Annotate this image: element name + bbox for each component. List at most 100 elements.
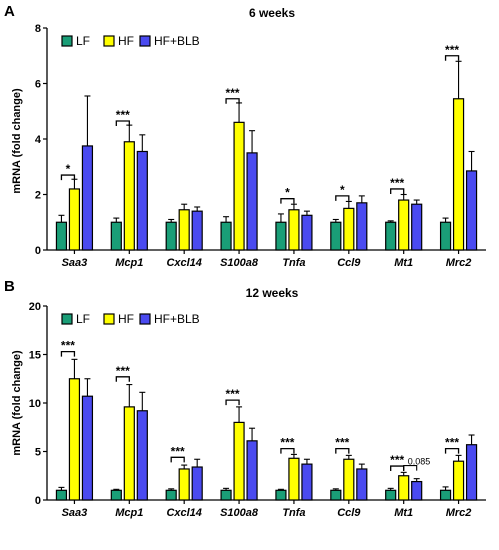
y-tick-label: 10 [29, 398, 41, 410]
bar [330, 221, 342, 251]
significance-label: * [66, 162, 71, 176]
bar [191, 466, 203, 501]
bar [123, 406, 135, 501]
bar [385, 489, 397, 501]
bar [301, 463, 313, 501]
chart-title-b: 12 weeks [246, 286, 299, 300]
bar [81, 395, 94, 501]
legend-label: HF+BLB [154, 312, 200, 326]
legend-swatch [139, 313, 151, 325]
x-category-label: S100a8 [220, 257, 259, 269]
significance-label: *** [335, 436, 349, 450]
significance-label: * [340, 183, 345, 197]
legend-swatch [61, 35, 73, 47]
bar [288, 209, 300, 251]
bar [110, 221, 122, 251]
x-category-label: Cxcl14 [166, 507, 201, 519]
x-category-label: Mt1 [394, 257, 413, 269]
panel-b: B 12 weeks mRNA (fold change) 0 5 10 15 20 Sa… [4, 278, 486, 519]
bar [398, 199, 410, 251]
significance-bracket [280, 198, 295, 204]
bar [55, 489, 68, 501]
bar [68, 378, 81, 501]
bar [136, 150, 148, 251]
significance-label: *** [445, 43, 459, 57]
significance-label: *** [226, 86, 240, 100]
y-tick-label: 4 [35, 134, 42, 146]
legend-label: LF [76, 312, 90, 326]
bar [178, 209, 190, 251]
significance-label: *** [390, 453, 404, 467]
legend-label: HF+BLB [154, 34, 200, 48]
bar [110, 489, 122, 501]
significance-bracket [170, 456, 185, 463]
bar [411, 203, 423, 251]
significance-label: *** [116, 108, 130, 122]
bar [465, 444, 478, 501]
bar [398, 475, 410, 501]
x-category-label: Tnfa [282, 507, 305, 519]
bar [356, 468, 368, 501]
x-category-label: Mrc2 [446, 507, 472, 519]
bar [385, 221, 397, 251]
bar [275, 489, 287, 501]
y-axis-label-b: mRNA (fold change) [11, 350, 23, 456]
legend-swatch [103, 35, 115, 47]
legend-label: HF [118, 312, 134, 326]
bar [233, 121, 245, 251]
bar [288, 457, 300, 501]
x-category-label: S100a8 [220, 507, 259, 519]
x-category-label: Mt1 [394, 507, 413, 519]
x-category-label: Mrc2 [446, 257, 472, 269]
bar [165, 489, 177, 501]
significance-bracket [115, 376, 130, 382]
bar [178, 468, 190, 501]
bar [439, 221, 452, 251]
significance-bracket [60, 174, 76, 181]
significance-label: *** [390, 176, 404, 190]
significance-label: *** [61, 339, 75, 353]
bar [246, 440, 258, 501]
bar [452, 460, 465, 501]
y-tick-label: 6 [35, 79, 41, 91]
bar [68, 188, 81, 251]
x-category-label: Ccl9 [337, 507, 361, 519]
bar [452, 98, 465, 251]
bar [220, 489, 232, 501]
chart-title-a: 6 weeks [249, 6, 295, 20]
significance-label: *** [445, 436, 459, 450]
bar [411, 480, 423, 501]
bar [123, 141, 135, 251]
p-value-label: 0.085 [408, 457, 431, 467]
y-tick-label: 15 [29, 350, 41, 362]
legend-swatch [61, 313, 73, 325]
x-category-label: Ccl9 [337, 257, 361, 269]
legend-label: HF [118, 34, 134, 48]
bar [55, 221, 68, 251]
bar [356, 202, 368, 251]
x-category-label: Tnfa [282, 257, 305, 269]
x-category-label: Mcp1 [115, 257, 143, 269]
bar [465, 170, 478, 251]
bar [275, 221, 287, 251]
legend-swatch [139, 35, 151, 47]
bar [246, 152, 258, 251]
x-category-label: Saa3 [62, 257, 88, 269]
significance-bracket [225, 98, 240, 104]
y-tick-label: 2 [35, 190, 41, 202]
x-category-label: Mcp1 [115, 507, 143, 519]
bar [220, 221, 232, 251]
significance-bracket [444, 447, 460, 454]
y-tick-label: 0 [35, 245, 41, 257]
bar [343, 207, 355, 251]
significance-label: *** [116, 364, 130, 378]
significance-bracket [115, 120, 130, 126]
significance-bracket [390, 188, 405, 194]
legend-label: LF [76, 34, 90, 48]
significance-bracket [335, 447, 350, 454]
legend-swatch [103, 313, 115, 325]
bar [136, 410, 148, 501]
significance-bracket [335, 195, 350, 201]
x-category-label: Saa3 [62, 507, 88, 519]
